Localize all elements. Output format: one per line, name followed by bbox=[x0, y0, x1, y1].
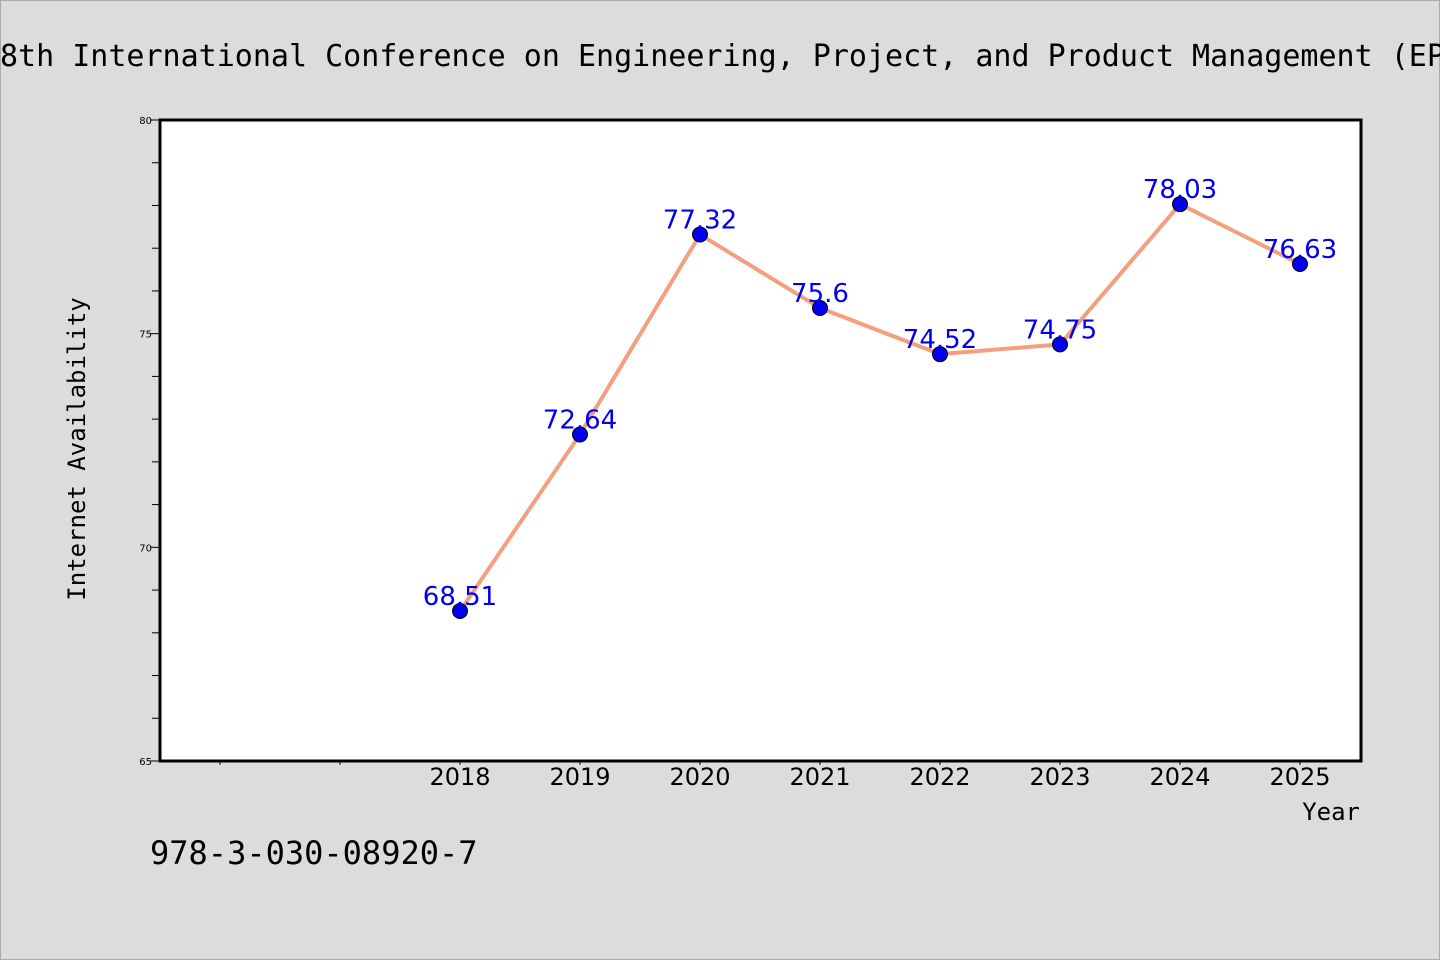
plot-area bbox=[158, 118, 1363, 763]
data-point bbox=[572, 426, 588, 443]
isbn-text: 978-3-030-08920-7 bbox=[150, 834, 478, 872]
data-point bbox=[1172, 196, 1188, 213]
data-point bbox=[1052, 336, 1068, 353]
x-tick-label: 2018 bbox=[429, 763, 490, 791]
data-point bbox=[932, 346, 948, 363]
series-line bbox=[458, 202, 1302, 614]
data-label: 68.51 bbox=[423, 582, 497, 612]
x-axis-title: Year bbox=[1302, 798, 1360, 826]
data-label: 74.52 bbox=[903, 325, 977, 355]
data-label: 78.03 bbox=[1143, 175, 1217, 205]
data-label: 75.6 bbox=[791, 279, 849, 309]
x-tick-label: 2025 bbox=[1269, 763, 1330, 791]
x-tick-label: 2023 bbox=[1029, 763, 1090, 791]
y-tick-label: 65 bbox=[139, 757, 152, 768]
y-axis: 65 70 75 80 bbox=[139, 116, 160, 768]
y-tick-label: 75 bbox=[139, 330, 152, 341]
y-axis-title: Internet Availability bbox=[63, 297, 91, 600]
data-label: 72.64 bbox=[543, 406, 617, 436]
data-point bbox=[1292, 256, 1308, 273]
x-tick-label: 2024 bbox=[1149, 763, 1210, 791]
x-tick-label: 2019 bbox=[549, 763, 610, 791]
data-point bbox=[812, 300, 828, 317]
data-point bbox=[692, 226, 708, 243]
x-axis: 2018 2019 2020 2021 2022 2023 2024 2025 bbox=[219, 761, 1331, 791]
x-tick-label: 2021 bbox=[789, 763, 850, 791]
chart-title: 8th International Conference on Engineer… bbox=[0, 39, 1440, 74]
series-group: 68.51 72.64 77.32 75.6 74.52 74.75 78.03 76.63 bbox=[423, 175, 1337, 620]
data-label: 77.32 bbox=[663, 206, 737, 236]
data-point bbox=[452, 603, 468, 620]
x-tick-label: 2022 bbox=[909, 763, 970, 791]
data-label: 74.75 bbox=[1023, 315, 1097, 345]
x-tick-label: 2020 bbox=[669, 763, 730, 791]
data-label: 76.63 bbox=[1263, 235, 1337, 265]
y-tick-label: 80 bbox=[139, 116, 152, 127]
y-tick-label: 70 bbox=[139, 543, 152, 554]
